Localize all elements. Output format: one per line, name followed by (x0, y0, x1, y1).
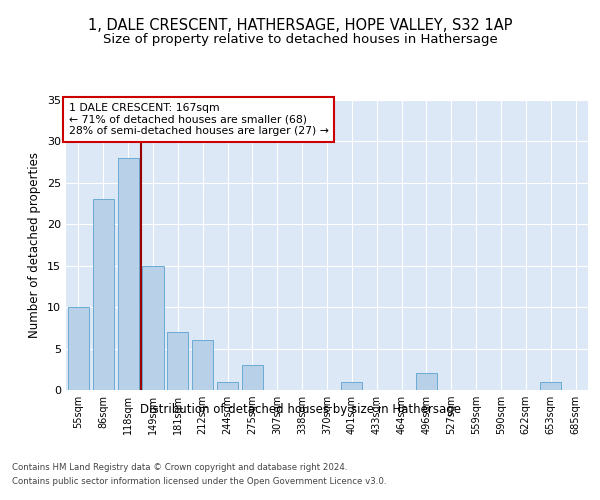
Bar (217, 382, 238, 390)
Y-axis label: Number of detached properties: Number of detached properties (28, 152, 41, 338)
Bar (242, 365, 263, 390)
Text: Distribution of detached houses by size in Hathersage: Distribution of detached houses by size … (139, 402, 461, 415)
Bar (167, 332, 188, 390)
Text: Contains public sector information licensed under the Open Government Licence v3: Contains public sector information licen… (12, 478, 386, 486)
Bar (416, 374, 437, 390)
Text: 1, DALE CRESCENT, HATHERSAGE, HOPE VALLEY, S32 1AP: 1, DALE CRESCENT, HATHERSAGE, HOPE VALLE… (88, 18, 512, 32)
Bar (118, 158, 139, 390)
Text: Size of property relative to detached houses in Hathersage: Size of property relative to detached ho… (103, 32, 497, 46)
Bar (142, 266, 164, 390)
Bar (341, 382, 362, 390)
Text: 1 DALE CRESCENT: 167sqm
← 71% of detached houses are smaller (68)
28% of semi-de: 1 DALE CRESCENT: 167sqm ← 71% of detache… (68, 103, 328, 136)
Bar (93, 200, 114, 390)
Bar (540, 382, 561, 390)
Text: Contains HM Land Registry data © Crown copyright and database right 2024.: Contains HM Land Registry data © Crown c… (12, 462, 347, 471)
Bar (68, 307, 89, 390)
Bar (192, 340, 213, 390)
